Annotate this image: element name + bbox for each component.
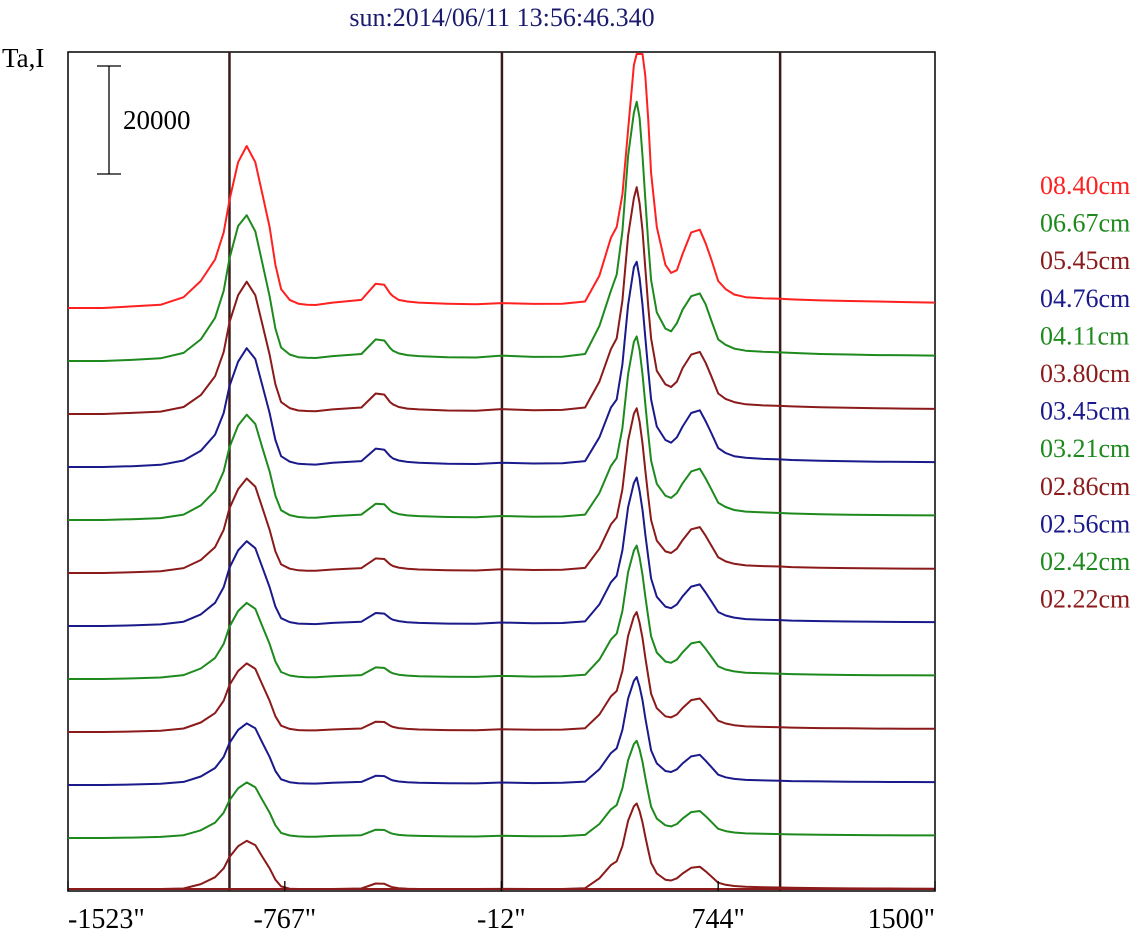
x-axis-ticks: -1523" -767" -12" 744" 1500": [67, 881, 936, 935]
scale-bar: 20000: [97, 65, 191, 175]
legend-entry: 03.45cm: [1040, 397, 1130, 426]
scale-bar-label: 20000: [123, 105, 191, 135]
series-line-5: [68, 407, 936, 574]
series-line-1: [68, 100, 936, 362]
legend-entry: 08.40cm: [1040, 171, 1130, 200]
x-tick-label: -767": [253, 904, 316, 935]
x-tick-label: 744": [691, 904, 744, 935]
legend-entry: 05.45cm: [1040, 246, 1130, 275]
series-line-0: [68, 53, 936, 309]
legend: 08.40cm 06.67cm 05.45cm 04.76cm 04.11cm 03.80…: [1040, 171, 1130, 614]
series-line-9: [68, 676, 936, 786]
series-line-3: [68, 260, 936, 468]
series-line-10: [68, 739, 935, 839]
reference-lines: [228, 52, 782, 891]
y-axis-label: Ta,I: [2, 43, 44, 73]
legend-entry: 04.76cm: [1040, 284, 1130, 313]
chart-title: sun:2014/06/11 13:56:46.340: [349, 3, 654, 32]
series-line-8: [68, 611, 936, 733]
series-traces: [68, 53, 936, 890]
legend-entry: 03.21cm: [1040, 434, 1130, 463]
series-line-4: [68, 335, 936, 521]
legend-entry: 03.80cm: [1040, 359, 1130, 388]
series-line-2: [68, 186, 936, 415]
legend-entry: 02.42cm: [1040, 547, 1130, 576]
legend-entry: 02.56cm: [1040, 509, 1130, 538]
legend-entry: 02.22cm: [1040, 585, 1130, 614]
legend-entry: 06.67cm: [1040, 209, 1130, 238]
series-line-6: [68, 476, 936, 627]
series-line-7: [68, 544, 936, 680]
x-tick-label: -1523": [68, 904, 145, 935]
x-tick-label: -12": [477, 904, 526, 935]
legend-entry: 02.86cm: [1040, 472, 1130, 501]
legend-entry: 04.11cm: [1040, 321, 1129, 350]
x-tick-label: 1500": [868, 904, 935, 935]
